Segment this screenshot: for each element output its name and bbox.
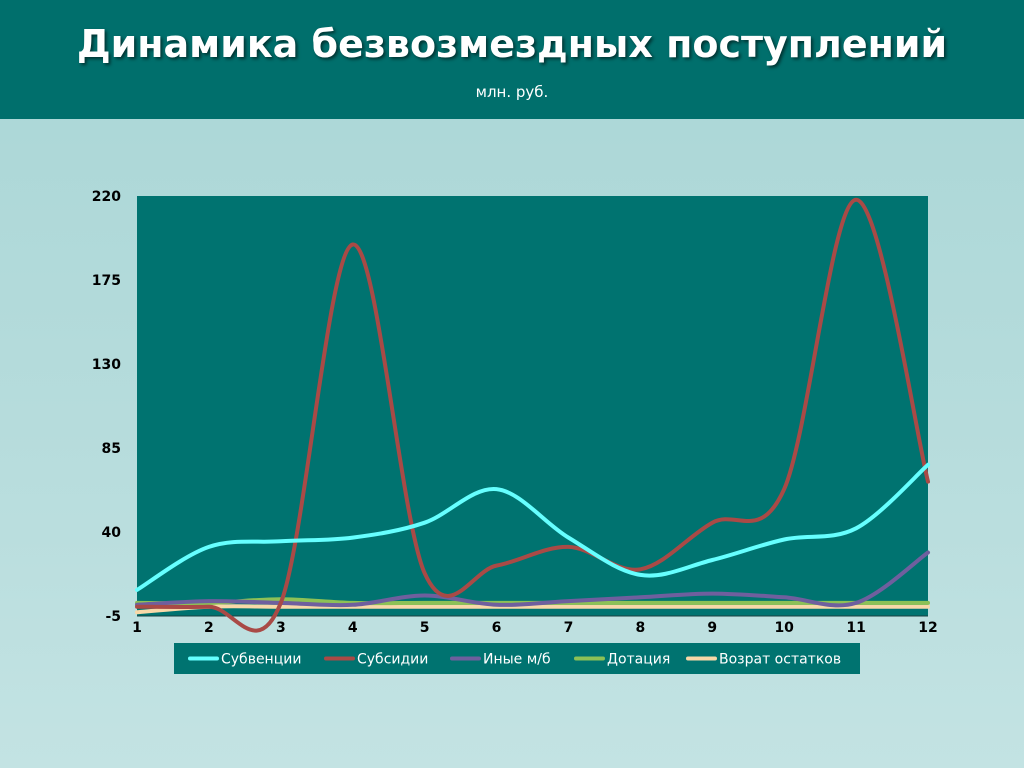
page-subtitle: млн. руб.	[475, 83, 549, 101]
x-tick-label: 7	[564, 620, 574, 636]
series-line-2	[135, 197, 930, 633]
y-tick-label: 220	[92, 189, 121, 205]
x-tick-label: 4	[348, 620, 358, 636]
x-tick-label: 10	[774, 620, 794, 636]
y-tick-label: 40	[102, 525, 122, 541]
x-tick-label: 2	[204, 620, 214, 636]
x-tick-label: 1	[132, 620, 142, 636]
legend-label: Возрат остатков	[719, 652, 841, 668]
x-tick-label: 8	[635, 620, 645, 636]
series-line-5	[135, 604, 930, 615]
x-tick-label: 6	[492, 620, 502, 636]
header-bar	[0, 0, 1024, 119]
y-tick-label: 130	[92, 357, 121, 373]
series-line-1	[135, 462, 930, 592]
legend-label: Дотация	[607, 652, 670, 668]
x-tick-label: 12	[918, 620, 937, 636]
x-tick-label: 5	[420, 620, 430, 636]
series-line-3	[135, 550, 930, 608]
legend-label: Субсидии	[357, 652, 428, 668]
y-tick-label: 85	[102, 441, 121, 457]
y-tick-label: -5	[105, 609, 121, 625]
legend	[174, 643, 860, 674]
legend-label: Иные м/б	[483, 652, 551, 668]
plot-area	[137, 196, 928, 616]
legend-label: Субвенции	[221, 652, 301, 668]
x-tick-label: 3	[276, 620, 286, 636]
x-tick-label: 9	[707, 620, 717, 636]
page-title: Динамика безвозмездных поступлений	[76, 22, 948, 66]
y-tick-label: 175	[92, 273, 121, 289]
x-tick-label: 11	[846, 620, 865, 636]
